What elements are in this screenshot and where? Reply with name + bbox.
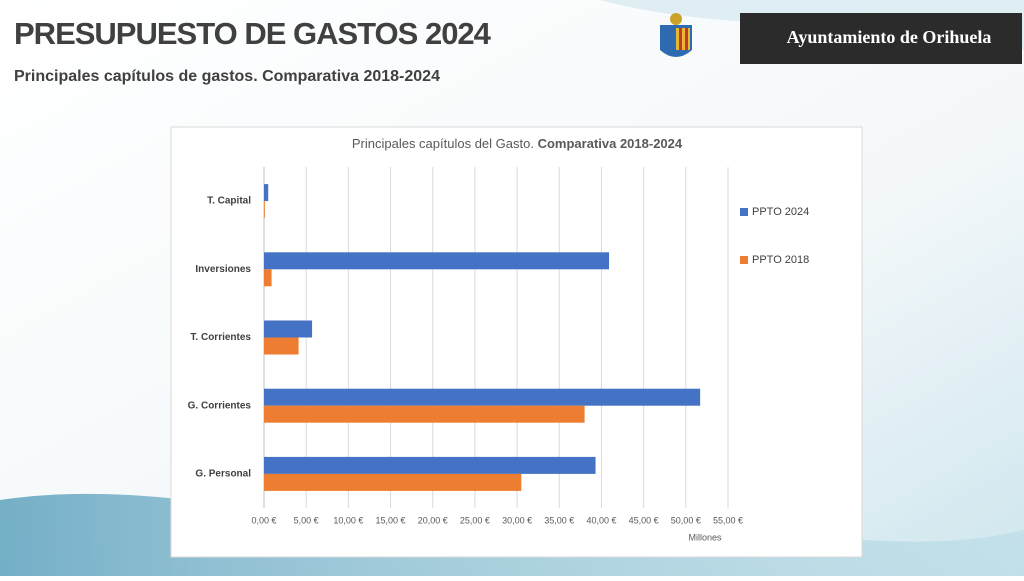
- bar: [264, 337, 299, 355]
- legend-label: PPTO 2018: [752, 254, 809, 266]
- organization-box: [740, 13, 1022, 64]
- y-tick-label: G. Personal: [195, 469, 251, 480]
- x-tick-label: 45,00 €: [629, 515, 659, 525]
- x-tick-label: 55,00 €: [713, 515, 743, 525]
- chart-title: Principales capítulos del Gasto. Compara…: [352, 136, 683, 151]
- bar: [264, 456, 596, 474]
- organization: Ayuntamiento de Orihuela: [787, 27, 992, 47]
- bar: [264, 473, 522, 491]
- y-tick-label: T. Corrientes: [190, 332, 251, 343]
- x-tick-label: 5,00 €: [294, 515, 319, 525]
- x-tick-label: 10,00 €: [333, 515, 363, 525]
- slide-title: PRESUPUESTO DE GASTOS 2024: [14, 16, 492, 51]
- bar: [264, 201, 265, 219]
- x-tick-label: 40,00 €: [586, 515, 616, 525]
- bar: [264, 388, 701, 406]
- x-tick-label: 20,00 €: [418, 515, 448, 525]
- y-tick-label: T. Capital: [207, 196, 251, 207]
- bar: [264, 405, 585, 423]
- y-tick-label: Inversiones: [195, 264, 251, 275]
- swirl: [600, 0, 1024, 50]
- bar: [264, 252, 610, 270]
- x-tick-label: 50,00 €: [671, 515, 701, 525]
- chart-title-part: Comparativa 2018-2024: [538, 136, 683, 151]
- slide-subtitle: Principales capítulos de gastos. Compara…: [14, 68, 440, 85]
- x-tick-label: 0,00 €: [251, 515, 276, 525]
- x-tick-label: 30,00 €: [502, 515, 532, 525]
- x-axis-label: Millones: [688, 532, 722, 542]
- bar: [264, 269, 272, 287]
- legend-swatch: [740, 256, 748, 264]
- chart-title-part: Principales capítulos del Gasto.: [352, 136, 534, 151]
- bar: [264, 320, 313, 338]
- x-tick-label: 35,00 €: [544, 515, 574, 525]
- legend-label: PPTO 2024: [752, 206, 809, 218]
- logo: [660, 13, 692, 57]
- x-tick-label: 15,00 €: [376, 515, 406, 525]
- legend-swatch: [740, 208, 748, 216]
- x-tick-label: 25,00 €: [460, 515, 490, 525]
- y-tick-label: G. Corrientes: [188, 400, 252, 411]
- bar: [264, 184, 269, 202]
